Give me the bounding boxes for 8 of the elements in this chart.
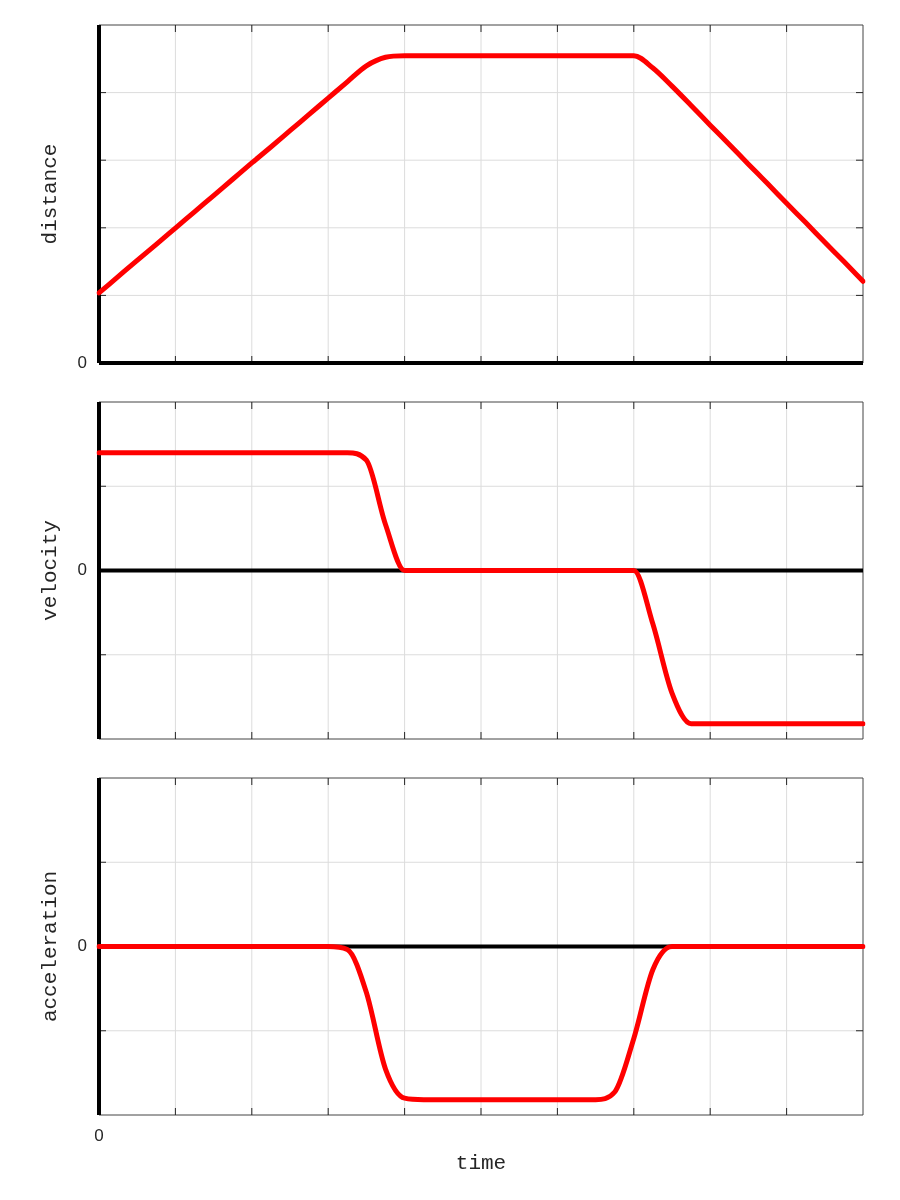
y-axis-title: acceleration [38,870,62,1023]
y-axis-title: distance [38,143,62,245]
y-axis-title: velocity [38,520,62,621]
text: 0 [94,1126,104,1146]
text: 0 [77,352,87,372]
text: 0 [77,560,87,580]
text: 0 [77,936,87,956]
x-axis-title: time [455,1151,507,1175]
